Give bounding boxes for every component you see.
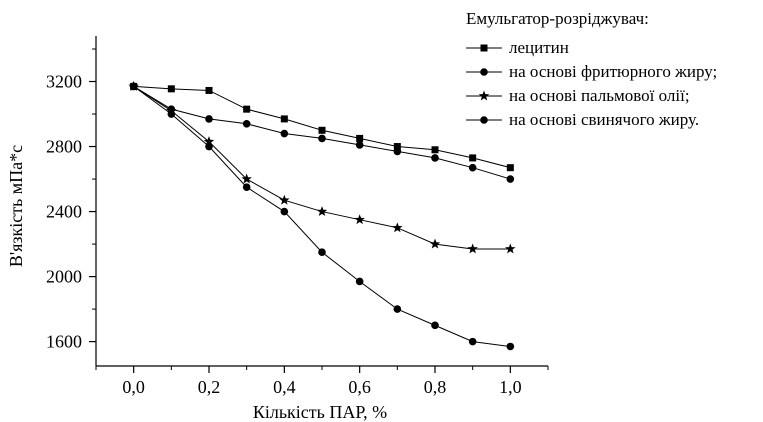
data-point — [506, 175, 515, 183]
legend-marker — [480, 68, 488, 76]
legend-marker — [478, 90, 490, 101]
data-point — [280, 115, 288, 123]
axes — [95, 36, 548, 367]
data-point — [506, 342, 515, 351]
data-point — [318, 248, 326, 257]
x-tick-label: 0,8 — [424, 377, 447, 397]
data-point — [205, 142, 213, 151]
y-tick-label: 2800 — [46, 137, 82, 157]
legend-item: лецитин — [466, 38, 569, 57]
data-point — [393, 147, 402, 156]
data-point — [393, 305, 402, 313]
x-tick-label: 0,4 — [273, 377, 296, 397]
legend-marker — [480, 44, 488, 52]
x-tick-label: 0,6 — [348, 377, 371, 397]
data-point — [467, 243, 478, 254]
series-4 — [129, 82, 515, 351]
data-point — [241, 173, 252, 184]
data-point — [468, 163, 477, 172]
x-axis-label: Кількість ПАР, % — [253, 402, 387, 422]
series-3 — [128, 80, 516, 254]
data-point — [167, 110, 176, 118]
legend-title: Емульгатор-розріджувач: — [466, 9, 649, 28]
legend-label: на основі фритюрного жиру; — [509, 62, 717, 81]
y-tick-label: 2400 — [46, 202, 82, 222]
series-1 — [130, 82, 514, 172]
data-point — [429, 238, 441, 249]
y-tick-label: 2000 — [46, 267, 82, 287]
data-point — [431, 154, 439, 162]
legend-marker — [480, 116, 488, 124]
data-point — [243, 105, 251, 113]
data-point — [203, 136, 215, 147]
data-point — [355, 277, 364, 286]
legend-item: на основі фритюрного жиру; — [466, 62, 717, 81]
series-layer — [128, 80, 516, 351]
x-tick-label: 0,0 — [122, 377, 145, 397]
data-point — [242, 183, 251, 191]
y-tick-label: 1600 — [46, 332, 82, 352]
legend-label: лецитин — [509, 38, 569, 57]
data-point — [318, 126, 326, 134]
data-point — [129, 82, 138, 91]
ticks: 1600 2000 2400 2800 3200 0,0 0,2 0,4 0,6 0,8 1,0 — [46, 48, 549, 397]
x-tick-label: 0,2 — [198, 377, 221, 397]
data-point — [469, 154, 477, 162]
legend-item: на основі свинячого жиру. — [466, 110, 699, 129]
data-point — [393, 143, 401, 151]
data-point — [242, 119, 251, 128]
data-point — [205, 115, 213, 123]
legend: Емульгатор-розріджувач: лецитин на основі… — [466, 9, 717, 129]
y-tick-label: 3200 — [46, 72, 82, 92]
data-point — [279, 194, 290, 205]
legend-label: на основі пальмової олії; — [509, 86, 690, 105]
data-point — [318, 134, 326, 143]
data-point — [431, 146, 439, 154]
data-point — [354, 214, 365, 225]
data-point — [468, 337, 477, 346]
data-point — [280, 129, 289, 138]
data-point — [316, 206, 328, 217]
data-point — [356, 134, 364, 142]
data-point — [505, 243, 516, 254]
data-point — [280, 207, 289, 216]
legend-item: на основі пальмової олії; — [466, 86, 690, 105]
legend-label: на основі свинячого жиру. — [509, 110, 699, 129]
data-point — [355, 141, 364, 149]
data-point — [392, 222, 403, 233]
series-line — [133, 85, 511, 347]
data-point — [205, 86, 213, 94]
x-tick-label: 1,0 — [499, 377, 522, 397]
data-point — [167, 85, 175, 93]
series-line — [133, 85, 511, 250]
data-point — [431, 321, 439, 330]
data-point — [506, 164, 514, 172]
y-axis-label: В'язкість мПа*с — [6, 145, 26, 267]
